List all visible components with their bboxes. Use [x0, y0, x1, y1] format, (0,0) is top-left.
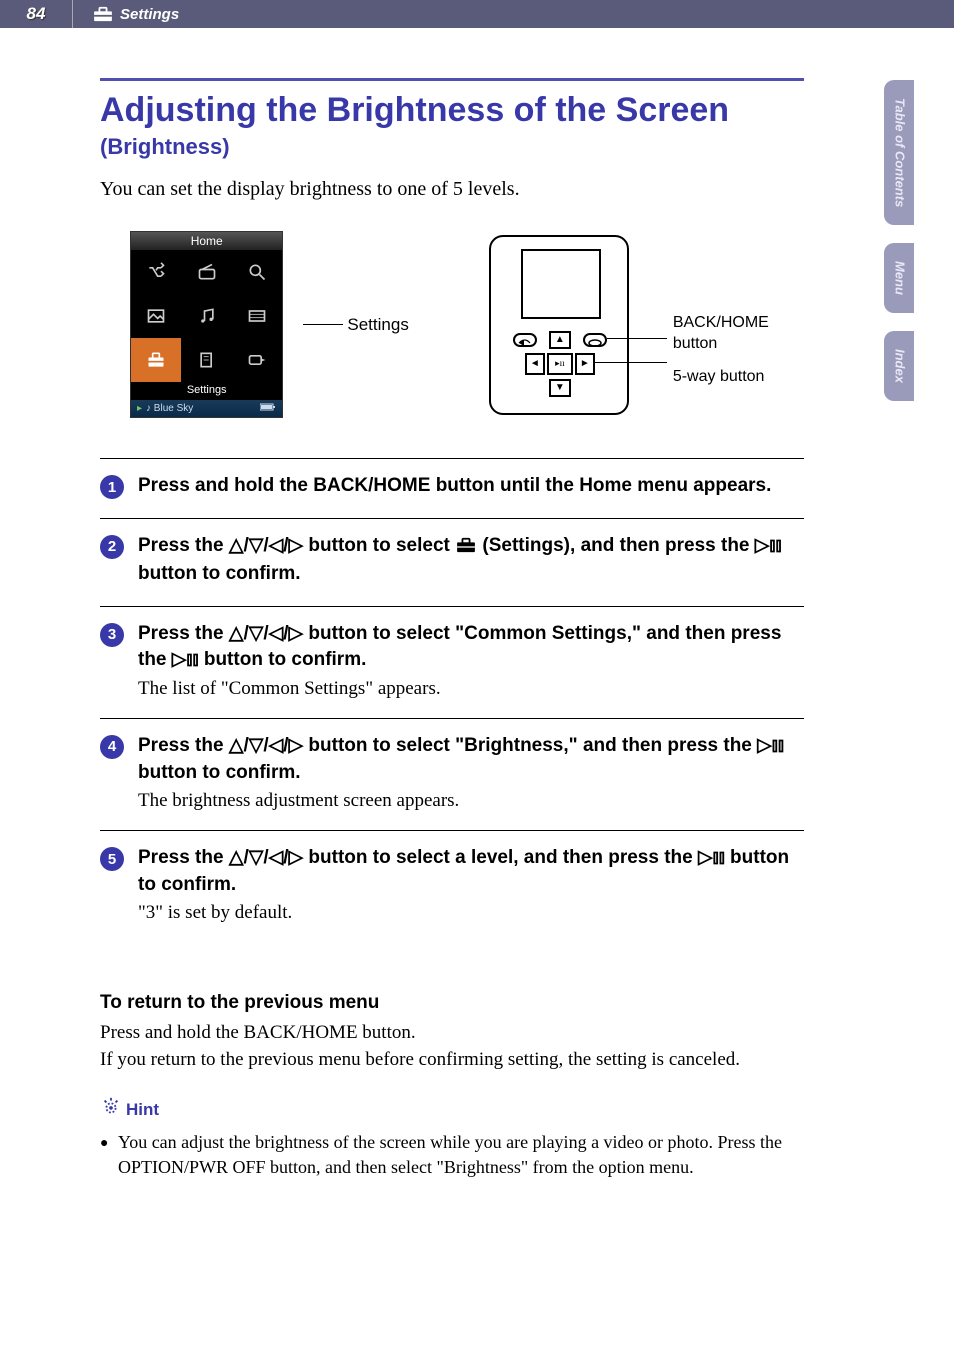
home-cell-playlist [181, 338, 231, 382]
step-number-3: 3 [100, 623, 124, 647]
hint-icon [100, 1096, 122, 1124]
tab-menu[interactable]: Menu [884, 243, 914, 313]
toolbox-icon [92, 6, 114, 22]
intro-text: You can set the display brightness to on… [100, 178, 804, 201]
hint-text: You can adjust the brightness of the scr… [118, 1130, 804, 1180]
step-5-title: Press the △/▽/◁/▷ button to select a lev… [138, 845, 804, 898]
device-play-button: ▸ıı [547, 353, 573, 375]
step-4: 4 Press the △/▽/◁/▷ button to select "Br… [100, 718, 804, 830]
home-cell-music [181, 294, 231, 338]
home-cell-radio [181, 250, 231, 294]
home-menu-selected-label: Settings [131, 382, 282, 400]
settings-callout: Settings [303, 315, 408, 335]
back-home-label: BACK/HOME button [673, 313, 804, 355]
hint-header: Hint [100, 1096, 804, 1124]
home-cell-settings-selected [131, 338, 181, 382]
home-footer: ▸ ♪ Blue Sky [131, 400, 282, 417]
device-back-button [513, 333, 537, 347]
page-content: Adjusting the Brightness of the Screen (… [0, 28, 954, 1220]
step-3: 3 Press the △/▽/◁/▷ button to select "Co… [100, 606, 804, 718]
hint-body: ● You can adjust the brightness of the s… [100, 1130, 804, 1180]
page-header: 84 Settings [0, 0, 954, 28]
return-title: To return to the previous menu [100, 992, 804, 1014]
home-cell-video [232, 294, 282, 338]
return-body-1: Press and hold the BACK/HOME button. [100, 1020, 804, 1047]
device-left-button: ◄ [525, 353, 545, 375]
step-5: 5 Press the △/▽/◁/▷ button to select a l… [100, 830, 804, 942]
step-3-title: Press the △/▽/◁/▷ button to select "Comm… [138, 621, 804, 674]
home-cell-shuffle [131, 250, 181, 294]
device-up-button: ▲ [549, 331, 571, 349]
device-down-button: ▼ [549, 379, 571, 397]
tab-toc[interactable]: Table of Contents [884, 80, 914, 225]
step-2-title: Press the △/▽/◁/▷ button to select (Sett… [138, 533, 804, 588]
home-cell-search [232, 250, 282, 294]
home-menu-title: Home [131, 232, 282, 250]
home-menu-screenshot: Home Settings ▸ ♪ Blue Sky [130, 231, 283, 418]
step-number-2: 2 [100, 535, 124, 559]
home-cell-photo [131, 294, 181, 338]
five-way-label: 5-way button [673, 367, 804, 388]
step-1-title: Press and hold the BACK/HOME button unti… [138, 473, 804, 500]
page-title: Adjusting the Brightness of the Screen [100, 91, 804, 130]
return-body-2: If you return to the previous menu befor… [100, 1047, 804, 1074]
step-3-desc: The list of "Common Settings" appears. [138, 678, 804, 700]
device-right-button: ► [575, 353, 595, 375]
battery-icon [260, 403, 276, 414]
step-number-5: 5 [100, 847, 124, 871]
step-number-1: 1 [100, 475, 124, 499]
page-number: 84 [0, 4, 72, 24]
now-playing-text: ♪ Blue Sky [142, 403, 260, 414]
page-subtitle: (Brightness) [100, 134, 804, 160]
hint-section: Hint ● You can adjust the brightness of … [100, 1096, 804, 1180]
step-5-desc: "3" is set by default. [138, 902, 804, 924]
step-4-desc: The brightness adjustment screen appears… [138, 790, 804, 812]
step-number-4: 4 [100, 735, 124, 759]
home-cell-nowplaying [232, 338, 282, 382]
figures-row: Home Settings ▸ ♪ Blue Sky Settings [130, 231, 804, 418]
return-section: To return to the previous menu Press and… [100, 992, 804, 1073]
side-tabs: Table of Contents Menu Index [884, 80, 954, 419]
device-option-button [583, 333, 607, 347]
tab-index[interactable]: Index [884, 331, 914, 401]
device-diagram: ▲ ◄ ▸ıı ► ▼ BACK/HOME button 5-way butto… [489, 235, 804, 415]
hint-label: Hint [126, 1100, 159, 1120]
toolbox-icon [455, 535, 477, 562]
step-2: 2 Press the △/▽/◁/▷ button to select (Se… [100, 518, 804, 606]
header-section-title: Settings [120, 6, 179, 23]
step-1: 1 Press and hold the BACK/HOME button un… [100, 458, 804, 518]
settings-callout-label: Settings [347, 315, 408, 335]
step-4-title: Press the △/▽/◁/▷ button to select "Brig… [138, 733, 804, 786]
